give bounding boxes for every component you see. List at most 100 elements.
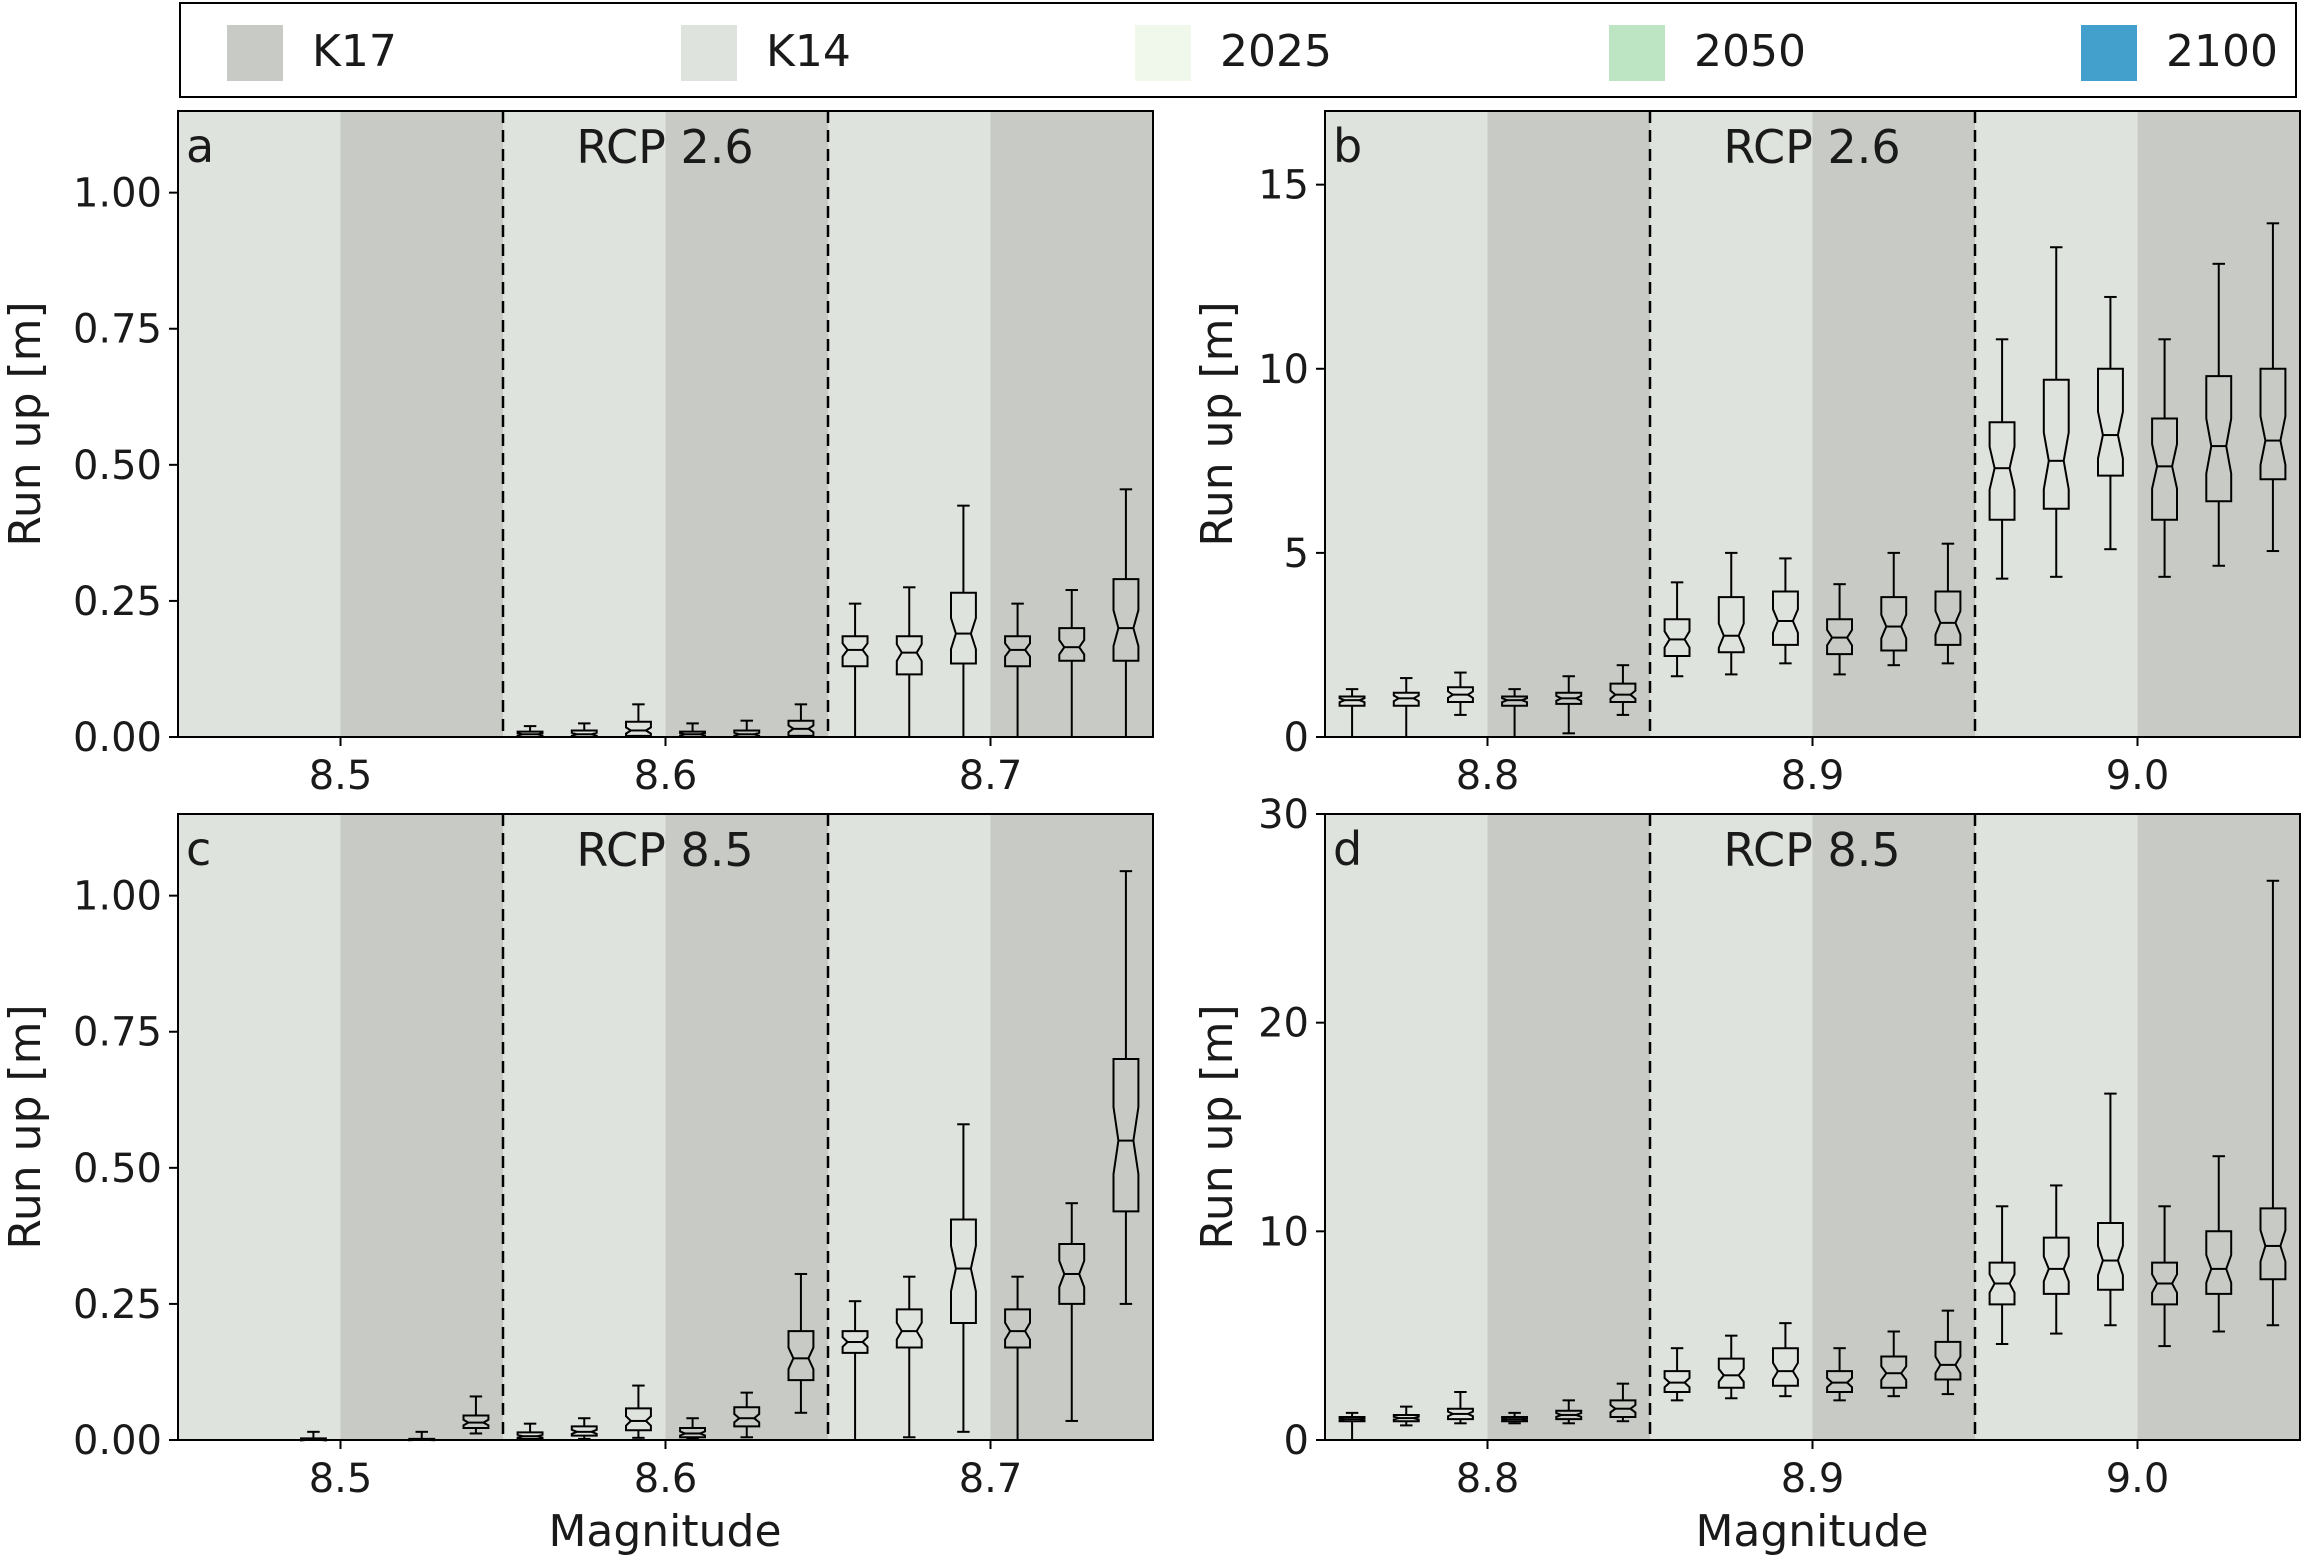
panel-b-box-8.9-K17-2025-box xyxy=(1826,618,1853,656)
panel-a-ytick-label-3: 0.75 xyxy=(73,307,162,353)
panel-c-ylabel: Run up [m] xyxy=(0,1004,51,1249)
panel-b-boxes xyxy=(1338,222,2287,738)
panel-a-bg-k14-8.5 xyxy=(178,111,341,737)
panel-d-ytick-label-0: 0 xyxy=(1284,1418,1309,1464)
panel-c-background xyxy=(178,814,1153,1440)
panel-d-xtick-label-9.0: 9.0 xyxy=(2106,1456,2170,1502)
legend-swatch-k17 xyxy=(227,25,283,81)
panel-a-scenario: RCP 2.6 xyxy=(576,120,753,174)
panel-c-xticks: 8.5 8.6 8.7 xyxy=(309,1440,1023,1502)
panel-b-bg-k14-8.9 xyxy=(1650,111,1813,737)
panel-b-box-8.9-K14-2050-box xyxy=(1717,596,1745,654)
legend-frame xyxy=(179,2,2297,98)
panel-d-bg-k14-9.0 xyxy=(1975,814,2138,1440)
panel-c-boxes xyxy=(192,870,1140,1442)
panel-a-ytick-label-4: 1.00 xyxy=(73,171,162,217)
panel-d-ytick-label-2: 20 xyxy=(1258,1001,1309,1047)
panel-a: 0.00 0.25 0.50 0.75 1.00 8.5 8.6 8.7 a RCP 2.6… xyxy=(0,110,1154,799)
panel-c-box-8.7-K14-2025-box xyxy=(841,1330,869,1354)
panel-c-box-8.7-K17-2025-box xyxy=(1004,1308,1031,1349)
legend-swatch-2050 xyxy=(1609,25,1665,81)
panel-d-box-8.8-K14-2050-box xyxy=(1392,1414,1420,1423)
panel-b-box-9.0-K14-2025-box xyxy=(1988,421,2016,521)
panel-c: 0.00 0.25 0.50 0.75 1.00 8.5 8.6 8.7 c RCP 8.5… xyxy=(0,813,1154,1557)
panel-c-bg-k14-8.7 xyxy=(828,814,991,1440)
panel-b-box-8.8-K14-2025-box xyxy=(1338,695,1366,707)
panel-b-box-9.0-K17-2100-box xyxy=(2259,367,2287,481)
panel-a-box-8.7-K14-2025-box xyxy=(841,635,869,668)
panel-b-ytick-label-2: 10 xyxy=(1258,347,1309,393)
panel-c-xtick-label-8.7: 8.7 xyxy=(959,1456,1023,1502)
panel-d-box-9.0-K14-2025-box xyxy=(1988,1261,2016,1306)
panel-b-box-8.8-K17-2050-box xyxy=(1555,691,1583,705)
panel-b-box-9.0-K14-2050-box xyxy=(2042,378,2070,510)
panel-b-yticks: 0 5 10 15 xyxy=(1258,163,1325,761)
panel-c-box-8.6-K14-2100-box xyxy=(625,1407,652,1432)
panel-d-box-8.9-K17-2050-box xyxy=(1880,1355,1908,1389)
panel-c-box-8.6-K14-2025-box xyxy=(516,1431,544,1440)
panel-d-yticks: 0 10 20 30 xyxy=(1258,792,1325,1464)
panel-c-box-8.6-K17-2100-box xyxy=(787,1330,815,1382)
panel-d-box-8.9-K17-2025-box xyxy=(1826,1370,1853,1393)
legend-swatch-2100 xyxy=(2081,25,2137,81)
panel-a-ylabel: Run up [m] xyxy=(0,301,51,546)
panel-c-ytick-label-4: 1.00 xyxy=(73,874,162,920)
legend-label-2050: 2050 xyxy=(1694,26,1806,77)
panel-b-ytick-label-3: 15 xyxy=(1258,163,1309,209)
panel-b-box-8.8-K14-2100-box xyxy=(1447,686,1474,703)
panel-b-box-8.9-K14-2025-box xyxy=(1663,618,1691,657)
panel-c-box-8.5-K17-2100-box xyxy=(462,1414,490,1429)
panel-a-bg-k14-8.7 xyxy=(828,111,991,737)
panel-c-ytick-label-3: 0.75 xyxy=(73,1010,162,1056)
panel-b-box-8.9-K17-2100-box xyxy=(1934,590,1962,646)
panel-a-yticks: 0.00 0.25 0.50 0.75 1.00 xyxy=(73,171,178,761)
panel-b-letter: b xyxy=(1333,119,1362,173)
panel-d-bg-k17-8.8 xyxy=(1487,814,1650,1440)
panel-d-box-8.8-K14-2025-box xyxy=(1338,1416,1366,1423)
panel-d-boxes xyxy=(1338,879,2287,1441)
panel-a-ytick-label-0: 0.00 xyxy=(73,715,162,761)
panel-b-xtick-label-8.9: 8.9 xyxy=(1781,753,1845,799)
panel-b-bg-k17-9.0 xyxy=(2137,111,2300,737)
legend-label-2100: 2100 xyxy=(2166,26,2278,77)
panel-d-background xyxy=(1325,814,2300,1440)
panel-a-xticks: 8.5 8.6 8.7 xyxy=(309,737,1023,799)
panel-d-box-9.0-K17-2025-box xyxy=(2151,1261,2178,1306)
panel-d-box-8.9-K14-2100-box xyxy=(1772,1347,1799,1387)
panel-a-box-8.7-K14-2100-box xyxy=(950,591,977,665)
panel-d-ytick-label-1: 10 xyxy=(1258,1209,1309,1255)
legend: K17 K14 2025 2050 2100 xyxy=(179,2,2297,98)
panel-a-bg-k17-8.6 xyxy=(665,111,828,737)
panel-d-xtick-label-8.9: 8.9 xyxy=(1781,1456,1845,1502)
panel-d-box-8.8-K14-2100-box xyxy=(1447,1407,1474,1421)
panel-c-ytick-label-1: 0.25 xyxy=(73,1282,162,1328)
panel-d-box-8.8-K17-2025-box xyxy=(1501,1416,1528,1423)
panel-b-bg-k17-8.9 xyxy=(1812,111,1975,737)
panel-d-ylabel: Run up [m] xyxy=(1192,1004,1243,1249)
panel-a-xtick-label-8.7: 8.7 xyxy=(959,753,1023,799)
panel-a-box-8.6-K14-2100-box xyxy=(625,720,652,737)
panel-b-box-8.9-K14-2100-box xyxy=(1772,590,1799,646)
panel-a-ytick-label-2: 0.50 xyxy=(73,443,162,489)
panel-c-bg-k14-8.5 xyxy=(178,814,341,1440)
panel-c-box-8.7-K17-2100-box xyxy=(1112,1058,1140,1213)
legend-label-2025: 2025 xyxy=(1220,26,1332,77)
panel-c-box-8.7-K14-2100-box xyxy=(950,1218,977,1324)
panel-b: 0 5 10 15 8.8 8.9 9.0 b RCP 2.6 Run up [m] xyxy=(1192,110,2301,799)
panel-a-box-8.7-K17-2100-box xyxy=(1112,578,1140,662)
legend-label-k17: K17 xyxy=(312,26,397,77)
legend-label-k14: K14 xyxy=(766,26,851,77)
panel-b-box-9.0-K14-2100-box xyxy=(2097,367,2124,477)
panel-a-letter: a xyxy=(186,119,214,173)
panel-c-yticks: 0.00 0.25 0.50 0.75 1.00 xyxy=(73,874,178,1464)
panel-d-box-8.8-K17-2100-box xyxy=(1609,1399,1637,1418)
panel-b-xticks: 8.8 8.9 9.0 xyxy=(1456,737,2169,799)
panel-a-box-8.7-K17-2050-box xyxy=(1058,627,1086,662)
panel-d-letter: d xyxy=(1333,822,1362,876)
panel-a-bg-k17-8.5 xyxy=(340,111,503,737)
panel-b-ytick-label-1: 5 xyxy=(1284,531,1309,577)
panel-c-ytick-label-0: 0.00 xyxy=(73,1418,162,1464)
panel-b-ytick-label-0: 0 xyxy=(1284,715,1309,761)
panel-a-bg-k14-8.6 xyxy=(503,111,666,737)
panel-d-xticks: 8.8 8.9 9.0 xyxy=(1456,1440,2170,1502)
